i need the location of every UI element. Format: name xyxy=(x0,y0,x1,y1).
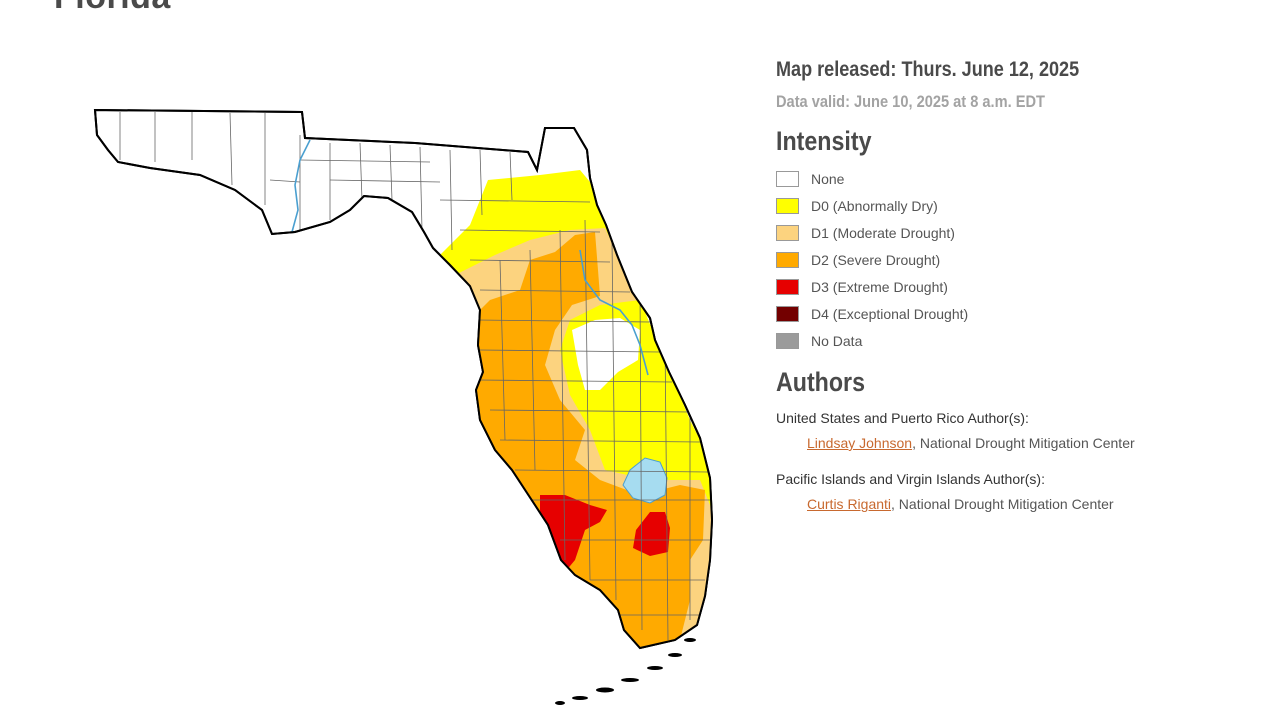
drought-map xyxy=(80,100,740,720)
county-lines xyxy=(119,112,710,641)
legend-item-d4: D4 (Exceptional Drought) xyxy=(776,300,1256,327)
legend-swatch-no-data xyxy=(776,332,799,349)
page-title: Florida xyxy=(54,0,171,17)
author-line-pacific: Curtis Riganti, National Drought Mitigat… xyxy=(807,496,1256,512)
none-interior-region xyxy=(572,318,640,390)
legend-swatch-d0 xyxy=(776,197,799,214)
authors-heading: Authors xyxy=(776,367,866,397)
legend-swatch-d4 xyxy=(776,305,799,322)
florida-map-svg xyxy=(93,108,714,705)
legend-item-d0: D0 (Abnormally Dry) xyxy=(776,192,1256,219)
d3-region-east xyxy=(633,512,670,556)
author-group-label-us: United States and Puerto Rico Author(s): xyxy=(776,410,1029,426)
florida-keys xyxy=(555,638,696,705)
legend-swatch-d3 xyxy=(776,278,799,295)
data-valid-date: Data valid: June 10, 2025 at 8 a.m. EDT xyxy=(776,92,1045,111)
map-info-panel: Map released: Thurs. June 12, 2025 Data … xyxy=(776,58,1256,512)
author-group-label-pacific: Pacific Islands and Virgin Islands Autho… xyxy=(776,471,1045,487)
legend-label-d4: D4 (Exceptional Drought) xyxy=(811,305,969,322)
author-org-us: , National Drought Mitigation Center xyxy=(912,435,1135,451)
map-release-date: Map released: Thurs. June 12, 2025 xyxy=(776,58,1080,81)
legend-item-d3: D3 (Extreme Drought) xyxy=(776,273,1256,300)
rivers xyxy=(291,139,649,376)
legend-label-none: None xyxy=(811,170,845,187)
legend-swatch-d2 xyxy=(776,251,799,268)
author-link-lindsay-johnson[interactable]: Lindsay Johnson xyxy=(807,435,913,451)
legend-item-d2: D2 (Severe Drought) xyxy=(776,246,1256,273)
author-link-curtis-riganti[interactable]: Curtis Riganti xyxy=(807,496,892,512)
legend-item-none: None xyxy=(776,165,1256,192)
legend-swatch-d1 xyxy=(776,224,799,241)
legend-item-no-data: No Data xyxy=(776,327,1256,354)
legend-item-d1: D1 (Moderate Drought) xyxy=(776,219,1256,246)
legend-label-d1: D1 (Moderate Drought) xyxy=(811,224,955,241)
intensity-legend: None D0 (Abnormally Dry) D1 (Moderate Dr… xyxy=(776,165,1256,354)
legend-label-d0: D0 (Abnormally Dry) xyxy=(811,197,938,214)
intensity-heading: Intensity xyxy=(776,126,872,156)
legend-label-d2: D2 (Severe Drought) xyxy=(811,251,941,268)
legend-label-d3: D3 (Extreme Drought) xyxy=(811,278,948,295)
author-line-us: Lindsay Johnson, National Drought Mitiga… xyxy=(807,435,1256,451)
legend-label-no-data: No Data xyxy=(811,332,863,349)
author-org-pacific: , National Drought Mitigation Center xyxy=(891,496,1114,512)
lake-okeechobee xyxy=(622,457,668,504)
legend-swatch-none xyxy=(776,170,799,187)
